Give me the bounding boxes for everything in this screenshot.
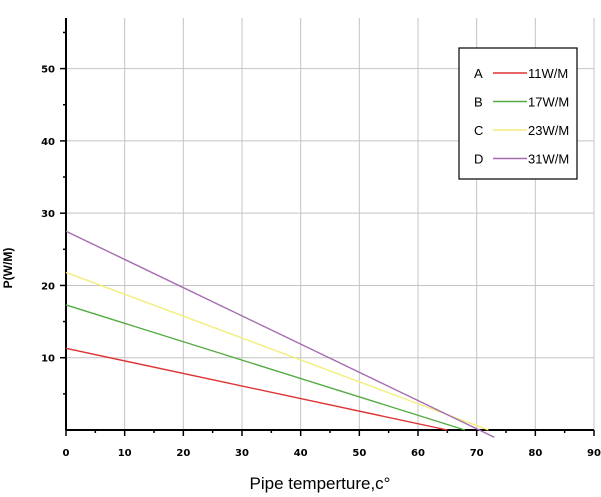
legend-box bbox=[458, 47, 578, 180]
legend-letter-d: D bbox=[474, 152, 483, 167]
x-tick-label: 0 bbox=[63, 448, 70, 459]
series-line-c bbox=[65, 271, 489, 431]
legend-label-d: 31W/M bbox=[528, 152, 569, 167]
x-axis-title: Pipe temperture,c° bbox=[250, 474, 391, 493]
legend-letter-b: B bbox=[474, 95, 483, 110]
x-tick-label: 60 bbox=[411, 448, 425, 459]
series-line-a bbox=[65, 347, 448, 431]
x-tick-label: 90 bbox=[587, 448, 601, 459]
legend-letter-a: A bbox=[474, 66, 483, 81]
axes bbox=[60, 18, 595, 436]
y-axis-title: P(W/M) bbox=[1, 248, 15, 289]
x-tick-label: 70 bbox=[470, 448, 484, 459]
x-tick-label: 30 bbox=[235, 448, 249, 459]
legend-label-b: 17W/M bbox=[528, 95, 569, 110]
x-tick-label: 10 bbox=[118, 448, 132, 459]
x-tick-label: 20 bbox=[176, 448, 190, 459]
legend-label-a: 11W/M bbox=[528, 66, 568, 81]
y-tick-label: 40 bbox=[41, 137, 55, 148]
y-tick-label: 10 bbox=[41, 354, 55, 365]
series-line-b bbox=[65, 304, 466, 431]
y-tick-label: 50 bbox=[41, 65, 55, 76]
x-tick-label: 50 bbox=[352, 448, 366, 459]
legend: A 11W/M B 17W/M C 23W/M D 31W/M bbox=[458, 47, 578, 180]
series-line-d bbox=[65, 230, 495, 438]
y-tick-label: 20 bbox=[41, 281, 55, 292]
tick-labels: 0 10 20 30 40 50 60 70 80 90 10 20 30 40 50 bbox=[41, 65, 601, 459]
legend-label-c: 23W/M bbox=[528, 123, 569, 138]
x-tick-label: 40 bbox=[294, 448, 308, 459]
legend-letter-c: C bbox=[474, 123, 483, 138]
y-tick-label: 30 bbox=[41, 209, 55, 220]
x-tick-label: 80 bbox=[528, 448, 542, 459]
series-lines bbox=[65, 230, 495, 438]
